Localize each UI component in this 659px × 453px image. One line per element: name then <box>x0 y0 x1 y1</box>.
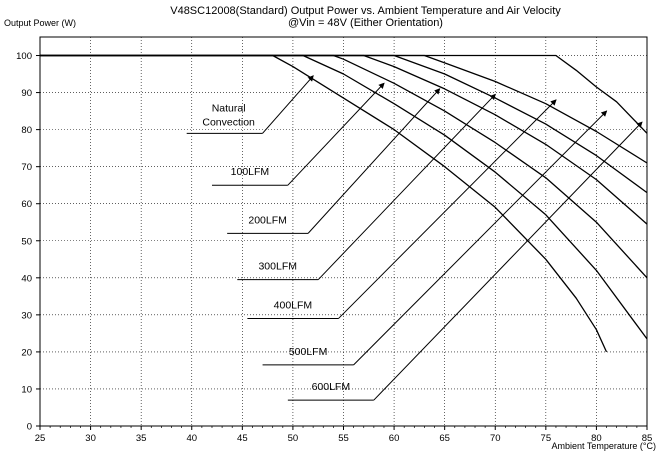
series-line-200lfm <box>40 54 648 279</box>
x-tick-label: 80 <box>591 433 602 444</box>
annotation-label: 300LFM <box>258 261 297 273</box>
y-tick-label: 60 <box>21 199 32 210</box>
annotation-arrow <box>307 88 441 234</box>
x-tick-label: 85 <box>642 433 653 444</box>
y-tick-label: 90 <box>21 88 32 99</box>
series-line-300lfm <box>40 54 648 225</box>
annotations: Natural Convection 100LFM 200LFM 300LFM 400LF… <box>186 75 643 401</box>
y-tick-label: 100 <box>16 51 32 62</box>
y-tick-label: 10 <box>21 384 32 395</box>
x-tick-label: 65 <box>439 433 450 444</box>
annotation-arrow <box>353 110 608 366</box>
x-tick-label: 45 <box>237 433 248 444</box>
y-tick-label: 40 <box>21 273 32 284</box>
annotation-arrow <box>287 82 385 186</box>
y-tick-label: 80 <box>21 125 32 136</box>
x-tick-label: 25 <box>35 433 46 444</box>
x-tick-label: 75 <box>541 433 552 444</box>
y-tick-label: 50 <box>21 236 32 247</box>
series-line-natural-convection <box>40 54 608 353</box>
series-lines <box>40 54 648 353</box>
x-tick-label: 30 <box>85 433 96 444</box>
axis-ticks: 25 30 35 40 45 50 55 60 65 70 75 80 85 0 10 20 30 40 50 60 7… <box>16 51 652 444</box>
series-line-100lfm <box>40 54 648 340</box>
annotation-label: 500LFM <box>289 346 328 358</box>
annotation-arrow <box>262 75 314 134</box>
y-tick-label: 0 <box>27 422 32 433</box>
annotation-arrow <box>338 99 557 319</box>
x-tick-label: 35 <box>136 433 147 444</box>
y-tick-label: 30 <box>21 310 32 321</box>
annotation-label: 100LFM <box>231 166 270 178</box>
x-tick-label: 60 <box>389 433 400 444</box>
chart-title-line1: V48SC12008(Standard) Output Power vs. Am… <box>170 5 561 17</box>
annotation-label: 600LFM <box>312 381 351 393</box>
annotation-label: 400LFM <box>274 300 313 312</box>
annotation-label: Convection <box>202 116 255 128</box>
x-tick-label: 70 <box>490 433 501 444</box>
y-tick-label: 70 <box>21 162 32 173</box>
annotation-arrow <box>373 121 643 401</box>
grid <box>40 37 647 426</box>
series-line-600lfm <box>40 54 648 134</box>
annotation-label: 200LFM <box>248 214 287 226</box>
x-tick-label: 55 <box>338 433 349 444</box>
x-tick-label: 40 <box>186 433 197 444</box>
annotation-label: Natural <box>212 102 246 114</box>
x-axis-label: Ambient Temperature (°C) <box>552 441 656 451</box>
chart-title-line2: @Vin = 48V (Either Orientation) <box>288 17 443 29</box>
x-tick-label: 50 <box>288 433 299 444</box>
y-axis-label: Output Power (W) <box>4 18 77 28</box>
y-tick-label: 20 <box>21 347 32 358</box>
annotation-arrow <box>317 93 496 281</box>
